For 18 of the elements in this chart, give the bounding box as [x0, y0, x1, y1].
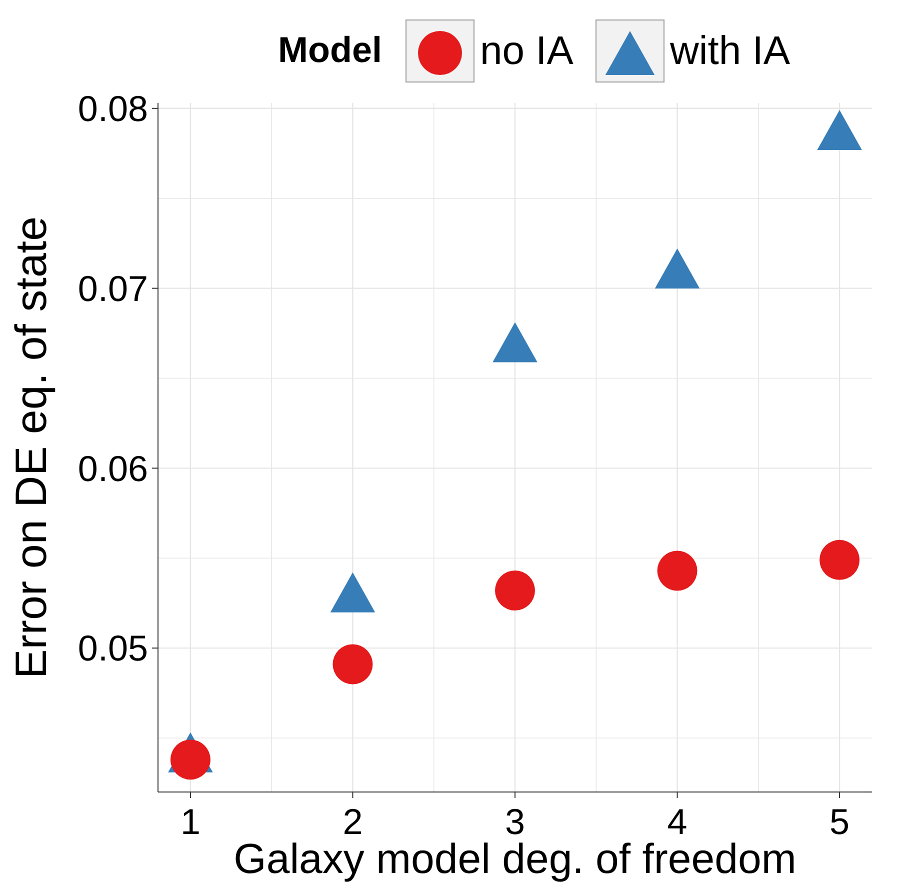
- legend-label: with IA: [669, 29, 790, 73]
- point: [332, 644, 373, 684]
- legend-label: no IA: [480, 29, 574, 73]
- y-tick-label: 0.08: [78, 88, 148, 129]
- legend-title: Model: [278, 29, 382, 70]
- point: [657, 550, 698, 591]
- x-tick-label: 1: [180, 801, 200, 842]
- point: [817, 110, 862, 150]
- point: [820, 540, 860, 580]
- point: [495, 570, 535, 611]
- y-tick-label: 0.06: [78, 448, 148, 489]
- y-tick-label: 0.05: [78, 628, 148, 669]
- x-tick-label: 5: [830, 801, 850, 842]
- point: [492, 322, 538, 362]
- point: [654, 248, 700, 289]
- point: [330, 572, 376, 612]
- y-tick-label: 0.07: [78, 268, 148, 309]
- y-axis-title: Error on DE eq. of state: [7, 216, 56, 679]
